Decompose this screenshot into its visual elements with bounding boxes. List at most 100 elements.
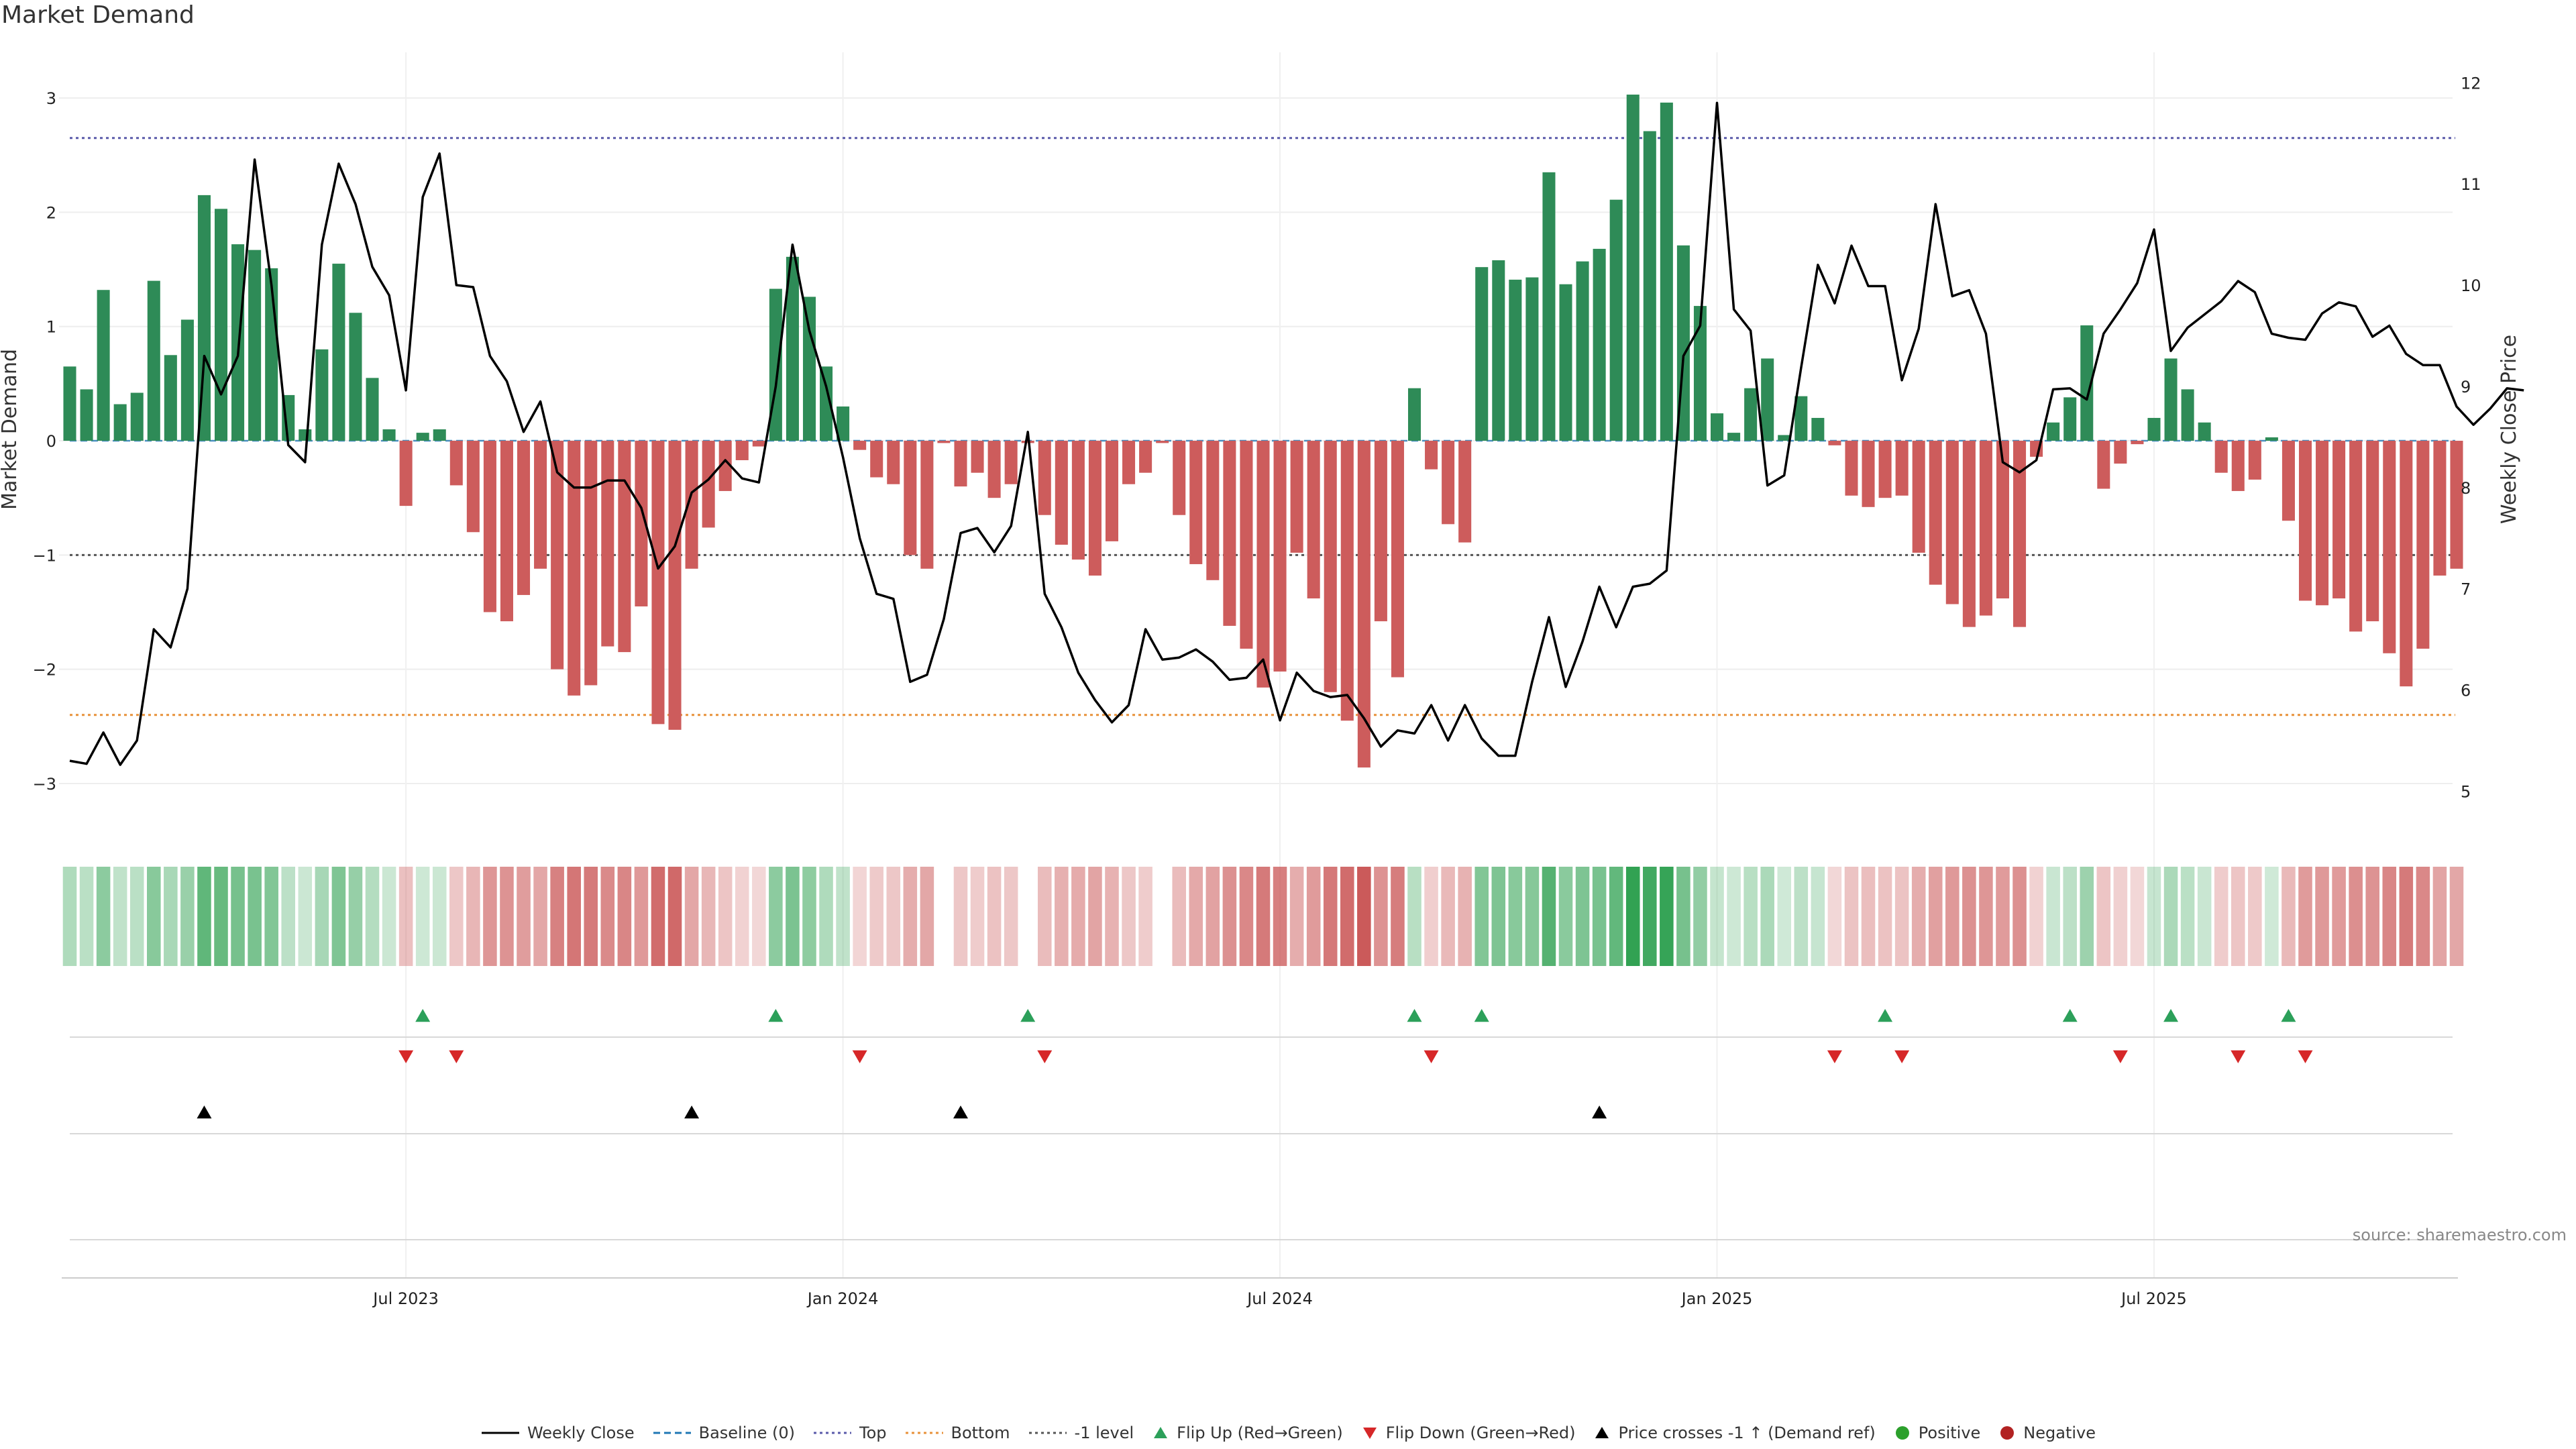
demand-bar (1845, 441, 1858, 496)
demand-bar (1979, 441, 1992, 616)
y-tick-right: 11 (2461, 175, 2481, 194)
heat-cell (1643, 867, 1657, 966)
demand-bar (164, 355, 177, 441)
heat-cell (1458, 867, 1472, 966)
demand-bar (1509, 279, 1522, 441)
demand-bar (1794, 396, 1808, 441)
heat-cell (2416, 867, 2430, 966)
demand-bar (2114, 441, 2127, 464)
demand-bar (1004, 441, 1018, 484)
heat-cell (231, 867, 245, 966)
heat-cell (718, 867, 733, 966)
flip-down-marker (2298, 1050, 2313, 1063)
chart-title: Market Demand (1, 1, 195, 29)
demand-bar (366, 378, 379, 441)
heat-cell (1374, 867, 1388, 966)
demand-bar (1391, 441, 1404, 678)
heat-cell (1474, 867, 1489, 966)
x-tick-label: Jan 2024 (806, 1289, 879, 1308)
heat-cell (1743, 867, 1758, 966)
demand-bar (735, 441, 749, 460)
y-tick-left: 0 (46, 432, 56, 451)
y-tick-left: 3 (46, 89, 56, 108)
demand-bar (1609, 199, 1623, 441)
heat-cell (2163, 867, 2178, 966)
flip-down-marker (449, 1050, 464, 1063)
heat-cell (164, 867, 178, 966)
x-tick-label: Jul 2024 (1246, 1289, 1313, 1308)
demand-bar (466, 441, 480, 533)
demand-bar (1525, 277, 1539, 441)
heat-cell (1609, 867, 1623, 966)
heat-cell (2365, 867, 2379, 966)
flip-down-marker (1424, 1050, 1439, 1063)
heat-cell (1222, 867, 1237, 966)
demand-bar (332, 264, 345, 441)
demand-bar (197, 195, 211, 441)
demand-bar (299, 429, 312, 441)
heat-cell (2315, 867, 2329, 966)
heat-cell (348, 867, 363, 966)
y-tick-left: −2 (33, 661, 56, 680)
demand-bar (113, 404, 127, 441)
heat-cell (331, 867, 346, 966)
heat-cell (550, 867, 564, 966)
heat-cell (701, 867, 716, 966)
heat-cell (1205, 867, 1220, 966)
grid-layer (59, 52, 2453, 1278)
heat-cell (1088, 867, 1102, 966)
heat-cell (617, 867, 632, 966)
demand-bar (130, 392, 144, 441)
heat-cell (1777, 867, 1792, 966)
demand-bar (904, 441, 917, 555)
flip-down-marker (852, 1050, 867, 1063)
y-axis-label-left: Market Demand (0, 349, 21, 510)
legend-item: Positive (1893, 1424, 1980, 1442)
demand-bar (584, 441, 598, 686)
heat-cell (2265, 867, 2279, 966)
demand-bar (2063, 397, 2077, 441)
y-tick-right: 5 (2461, 782, 2471, 801)
legend-label: -1 level (1074, 1424, 1134, 1442)
demand-bar (752, 441, 765, 447)
demand-bar (1912, 441, 1925, 553)
flip-up-marker (1020, 1009, 1036, 1022)
legend-swatch (814, 1432, 851, 1434)
heat-cell (2147, 867, 2161, 966)
heat-cell (2282, 867, 2296, 966)
demand-bar (1038, 441, 1051, 515)
demand-bars (63, 95, 2463, 768)
heat-cell (500, 867, 514, 966)
heat-cell (1996, 867, 2010, 966)
heat-cell (752, 867, 766, 966)
heat-cell (180, 867, 195, 966)
demand-bar (1761, 358, 1774, 441)
demand-bar (920, 441, 934, 569)
heat-cell (1861, 867, 1876, 966)
heat-cell (1979, 867, 1993, 966)
demand-bar (870, 441, 883, 478)
demand-bar (568, 441, 581, 696)
signal-markers (70, 1009, 2453, 1240)
x-tick-label: Jul 2023 (372, 1289, 439, 1308)
legend-swatch (2000, 1426, 2015, 1440)
demand-bar (2366, 441, 2379, 622)
demand-bar (2214, 441, 2228, 473)
flip-up-marker (1878, 1009, 1893, 1022)
heat-cell (315, 867, 329, 966)
demand-bar (2198, 422, 2211, 441)
heat-cell (1693, 867, 1707, 966)
heat-cell (298, 867, 313, 966)
demand-bar (416, 433, 429, 441)
demand-bar (2433, 441, 2447, 576)
demand-bar (500, 441, 513, 622)
demand-bar (1693, 306, 1707, 441)
heat-cell (1625, 867, 1640, 966)
heat-cell (1962, 867, 1976, 966)
heat-strip (62, 867, 2464, 966)
demand-bar (2450, 441, 2463, 569)
heat-cell (466, 867, 480, 966)
demand-bar (517, 441, 531, 595)
heat-cell (584, 867, 598, 966)
heat-cell (953, 867, 968, 966)
